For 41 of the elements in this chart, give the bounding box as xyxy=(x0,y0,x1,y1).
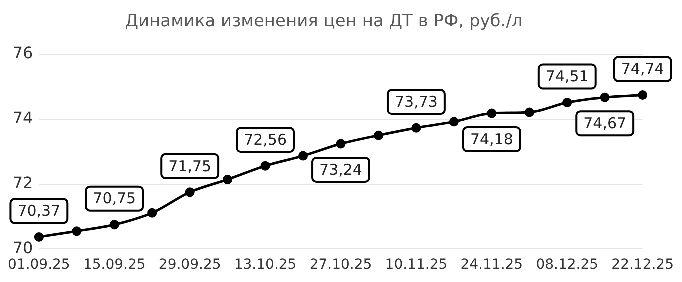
data-label: 73,24 xyxy=(320,160,362,179)
y-tick-label: 74 xyxy=(12,108,34,128)
data-label: 74,67 xyxy=(584,114,627,132)
x-tick-label: 01.09.25 xyxy=(8,257,70,274)
data-label: 74,51 xyxy=(546,68,589,86)
point xyxy=(110,220,120,230)
point xyxy=(524,108,534,118)
data-label: 73,73 xyxy=(394,92,438,111)
point xyxy=(260,161,270,171)
point xyxy=(34,232,44,242)
x-tick-label: 27.10.25 xyxy=(310,257,372,274)
data-label: 71,75 xyxy=(168,157,212,176)
point xyxy=(298,151,308,161)
data-label: 70,75 xyxy=(93,190,136,208)
x-tick-label: 08.12.25 xyxy=(536,257,599,274)
point xyxy=(638,90,648,100)
x-tick-label: 22.12.25 xyxy=(612,257,674,274)
data-label: 74,18 xyxy=(470,130,514,148)
x-tick-label: 13.10.25 xyxy=(234,257,297,274)
x-tick-label: 24.11.25 xyxy=(460,257,524,274)
chart-title: Динамика изменения цен на ДТ в РФ, руб./л xyxy=(125,12,523,32)
point xyxy=(223,174,233,184)
y-tick-label: 76 xyxy=(12,44,34,63)
point xyxy=(148,208,158,218)
y-tick-label: 70 xyxy=(12,238,34,258)
x-tick-label: 15.09.25 xyxy=(83,257,146,274)
data-label: 74,74 xyxy=(621,60,664,78)
point xyxy=(449,117,459,127)
x-tick-label: 10.11.25 xyxy=(385,257,448,274)
point xyxy=(600,92,610,102)
point xyxy=(72,226,82,236)
point xyxy=(185,188,195,198)
x-tick-label: 29.09.25 xyxy=(158,257,222,274)
point xyxy=(412,123,422,133)
data-label: 72,56 xyxy=(244,130,288,149)
point xyxy=(562,98,572,108)
point xyxy=(374,130,384,140)
point xyxy=(336,139,346,149)
point xyxy=(487,108,497,118)
y-tick-label: 72 xyxy=(12,173,34,192)
data-label: 70,37 xyxy=(18,202,61,220)
